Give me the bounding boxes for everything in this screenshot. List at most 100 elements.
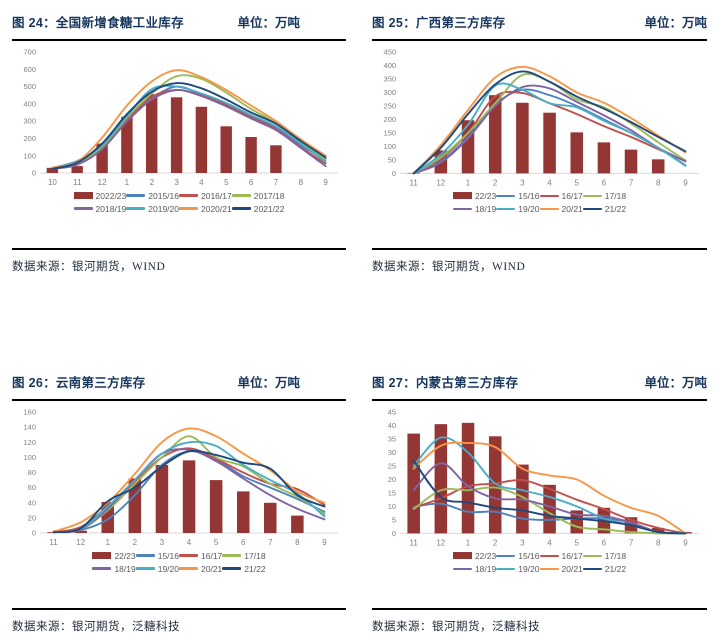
legend-swatch-line [222, 554, 242, 557]
header-divider [12, 399, 346, 401]
legend-swatch-bar [452, 192, 472, 200]
legend-swatch-line [179, 567, 198, 570]
legend-swatch-line [582, 207, 602, 211]
bar [121, 116, 133, 173]
y-axis-tick: 500 [23, 82, 36, 91]
y-axis-tick: 200 [23, 134, 36, 143]
legend-item: 17/18 [582, 190, 627, 201]
bar [195, 106, 208, 173]
legend-row: 18/19 19/20 20/21 21/22 [12, 562, 346, 575]
legend-swatch-line [582, 567, 602, 571]
bar [461, 422, 475, 534]
legend-item: 21/22 [222, 564, 266, 574]
legend-label: 19/20 [518, 563, 540, 574]
legend-item: 19/20 [135, 563, 179, 574]
legend-item: 16/17 [539, 551, 583, 561]
legend-swatch-line [126, 207, 146, 210]
line-series [412, 70, 687, 175]
header-divider [372, 399, 707, 401]
data-source: 数据来源：银河期货，泛糖科技 [12, 621, 180, 633]
figure-25-panel: 图 25：广西第三方库存 单位：万吨 0 50 100 150 200 250 300 350… [360, 0, 721, 283]
legend-label: 2017/18 [253, 190, 285, 201]
bar [71, 166, 83, 173]
x-axis-tick: 2 [493, 538, 498, 547]
legend-label: 2016/17 [201, 190, 232, 201]
bar [543, 112, 556, 174]
y-axis-tick: 25 [388, 462, 396, 471]
y-axis-tick: 250 [384, 102, 397, 111]
legend-row: 22/23 15/16 16/17 17/18 [12, 549, 346, 562]
legend-item: 18/19 [452, 564, 496, 574]
legend-item: 2017/18 [231, 190, 285, 201]
legend-label: 17/18 [604, 190, 627, 201]
legend-swatch-line [452, 207, 472, 211]
chart-legend: 22/23 15/16 16/17 17/18 18/19 19/20 20/21 21/22 [372, 549, 707, 575]
x-axis-tick: 2 [133, 538, 138, 547]
figure-header: 图 26：云南第三方库存 单位：万吨 [12, 372, 346, 391]
figure-footer: 数据来源：银河期货，泛糖科技 [372, 600, 707, 634]
y-axis-tick: 700 [23, 48, 36, 57]
legend-row: 2018/19 2019/20 2020/21 2021/22 [12, 202, 346, 215]
bar [570, 132, 584, 174]
legend-label: 2021/22 [253, 203, 285, 214]
line-series [412, 486, 687, 535]
data-source: 数据来源：银河期货，泛糖科技 [372, 621, 540, 633]
x-axis-tick: 7 [629, 538, 634, 547]
bar [220, 126, 232, 173]
figure-title: 图 25：广西第三方库存 [372, 16, 506, 30]
x-axis-tick: 8 [656, 538, 661, 547]
bar [245, 137, 257, 173]
legend-item: 2018/19 [73, 204, 126, 214]
bar [516, 102, 529, 174]
header-divider [12, 39, 346, 41]
x-axis-tick: 6 [249, 178, 254, 187]
line-series [51, 69, 327, 169]
legend-item: 15/16 [496, 550, 540, 561]
line-series [412, 459, 687, 535]
footer-divider [12, 248, 346, 250]
bar [46, 167, 59, 173]
legend-item: 19/20 [496, 204, 540, 214]
x-axis-tick: 8 [656, 178, 661, 187]
y-axis-tick: 150 [384, 129, 397, 138]
data-source: 数据来源：银河期货，WIND [372, 261, 526, 273]
legend-label: 18/19 [474, 203, 497, 214]
figure-title: 图 27：内蒙古第三方库存 [372, 376, 519, 390]
guangxi-inventory-chart: 0 50 100 150 200 250 300 350 400 450 11 12 1 2 3 4 5 6 7 8 9 [372, 46, 707, 188]
y-axis-tick: 450 [384, 48, 397, 57]
x-axis-tick: 6 [602, 538, 607, 547]
x-axis-tick: 4 [187, 538, 192, 547]
line-series [412, 84, 687, 175]
legend-swatch-line [496, 567, 516, 571]
legend-swatch-line [582, 554, 602, 558]
y-axis-tick: 100 [23, 453, 36, 462]
legend-label: 19/20 [157, 563, 179, 574]
x-axis-tick: 12 [436, 538, 445, 547]
x-axis-tick: 6 [241, 538, 246, 547]
legend-item: 18/19 [92, 564, 136, 574]
y-axis-tick: 40 [388, 421, 396, 430]
x-axis-tick: 12 [436, 178, 445, 187]
legend-swatch-line [179, 554, 198, 557]
x-axis-tick: 12 [98, 178, 107, 187]
x-axis-tick: 3 [520, 538, 525, 547]
x-axis-tick: 11 [73, 178, 82, 187]
legend-row: 18/19 19/20 20/21 21/22 [372, 562, 707, 575]
x-axis-tick: 1 [125, 178, 130, 187]
figure-24-panel: 图 24：全国新增食糖工业库存 单位：万吨 0 100 200 300 400 500 60… [0, 0, 360, 283]
chart-legend: 22/23 15/16 16/17 17/18 18/19 19/20 20/21 21/22 [12, 549, 346, 575]
national-sugar-inventory-chart: 0 100 200 300 400 500 600 700 10 11 12 1 2 3 4 5 6 7 8 9 [12, 46, 346, 188]
bar [407, 433, 420, 534]
legend-item: 2015/16 [126, 191, 179, 201]
x-axis-tick: 9 [323, 178, 328, 187]
legend-swatch-line [496, 554, 516, 558]
legend-label: 15/16 [518, 550, 540, 561]
legend-swatch-line [135, 554, 155, 557]
x-axis-tick: 12 [76, 538, 85, 547]
legend-item: 15/16 [135, 551, 179, 561]
figure-footer: 数据来源：银河期货，WIND [12, 240, 346, 274]
line-series [412, 65, 687, 175]
x-axis-tick: 1 [105, 538, 110, 547]
x-axis-tick: 9 [683, 178, 688, 187]
bar [488, 95, 502, 174]
